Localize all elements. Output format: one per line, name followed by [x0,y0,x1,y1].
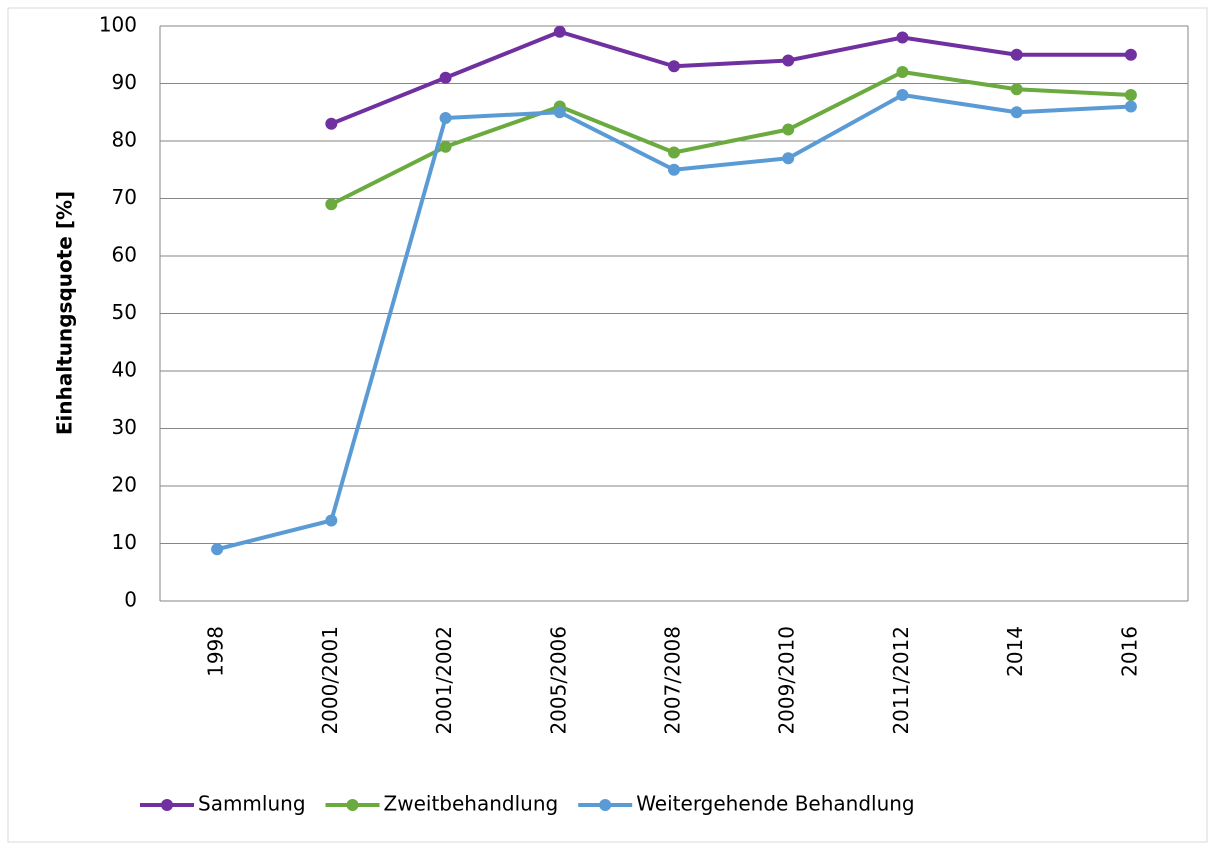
x-tick-label: 2016 [1117,626,1141,677]
data-point [1124,89,1137,101]
data-point [325,514,338,527]
data-point [782,152,795,165]
series-line [330,29,1131,126]
data-point [896,89,909,101]
legend-label: Zweitbehandlung [384,792,559,816]
legend-label: Weitergehende Behandlung [636,792,914,816]
y-tick-label: 70 [112,185,137,209]
y-tick-label: 100 [99,13,137,37]
legend-marker [161,799,173,811]
y-tick-label: 60 [112,243,137,267]
x-tick-label: 2005/2006 [546,626,570,735]
chart-frame [7,7,1208,843]
x-tick-label: 2009/2010 [775,626,799,735]
data-point [439,71,452,84]
x-tick-label: 2014 [1003,626,1027,677]
data-point [1010,106,1023,119]
data-point [1124,48,1137,61]
y-tick-label: 20 [112,473,137,497]
data-point [1010,83,1023,96]
y-tick-label: 90 [112,70,137,94]
data-point [668,60,680,73]
y-tick-label: 40 [112,358,137,382]
data-point [439,140,452,153]
legend-marker [599,799,612,811]
series-line [330,70,1131,207]
data-point [439,112,452,124]
data-point [668,163,680,176]
data-point [896,66,909,78]
y-tick-label: 0 [124,588,137,612]
data-point [325,117,338,130]
x-tick-label: 2001/2002 [432,626,456,735]
data-point [668,146,680,159]
x-tick-label: 2007/2008 [661,626,685,735]
data-point [1010,48,1023,61]
y-tick-label: 30 [112,415,137,439]
y-tick-label: 10 [112,530,137,554]
data-point [325,198,338,211]
y-axis-label: Einhaltungsquote [%] [53,191,77,435]
x-tick-label: 1998 [204,626,228,677]
y-tick-label: 80 [112,128,137,152]
x-tick-label: 2000/2001 [318,626,342,735]
legend-label: Sammlung [198,792,306,816]
x-tick-label: 2011/2012 [889,626,913,735]
data-point [553,106,566,119]
y-tick-label: 50 [112,300,137,324]
data-point [211,543,224,556]
data-point [1124,100,1137,113]
data-point [896,31,909,44]
data-point [553,25,566,38]
data-point [782,54,795,67]
legend-marker [346,799,359,811]
data-point [782,123,795,136]
